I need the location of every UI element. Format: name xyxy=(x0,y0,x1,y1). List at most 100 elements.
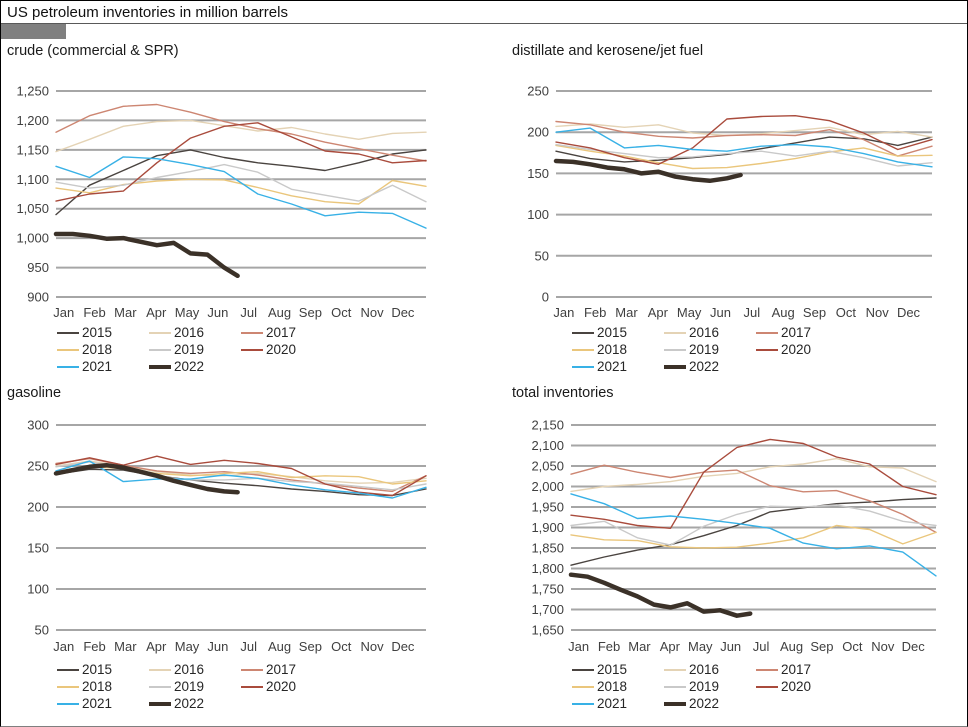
legend-label: 2019 xyxy=(689,679,720,694)
x-tick-label: Mar xyxy=(114,639,137,654)
series-line-2015 xyxy=(55,468,427,497)
series-line-2022 xyxy=(553,158,743,184)
series-line-2019 xyxy=(55,163,427,203)
y-tick-label: 300 xyxy=(27,418,49,433)
x-tick-label: Dec xyxy=(902,639,926,654)
x-tick-label: Dec xyxy=(391,305,415,320)
x-tick-label: Apr xyxy=(146,305,167,320)
x-tick-label: Aug xyxy=(268,305,291,320)
legend-item-2021: 2021 xyxy=(57,697,149,711)
x-tick-label: Mar xyxy=(114,305,137,320)
y-tick-label: 2,100 xyxy=(531,438,564,453)
legend-label: 2017 xyxy=(266,662,297,677)
chart-canvas-crude: 1,250 1,200 1,150 1,100 1,050 1,000 950 900 Jan F… xyxy=(16,84,427,320)
legend-item-2017: 2017 xyxy=(756,326,848,340)
series-line-2015 xyxy=(570,497,937,566)
legend-item-2018: 2018 xyxy=(57,680,149,694)
series-line-2020 xyxy=(55,455,427,497)
legend-swatch-2015 xyxy=(572,332,594,334)
legend-label: 2020 xyxy=(781,679,812,694)
y-tick-label: 1,000 xyxy=(16,231,49,246)
legend-item-2019: 2019 xyxy=(664,680,756,694)
legend-distillate: 2015 2016 2017 2018 2019 2020 2021 2022 xyxy=(572,326,848,374)
legend-item-2022: 2022 xyxy=(664,697,756,711)
series-line-2020 xyxy=(55,122,427,202)
y-tick-label: 1,650 xyxy=(531,623,564,638)
x-tick-label: Mar xyxy=(615,305,638,320)
legend-label: 2016 xyxy=(174,325,205,340)
legend-label: 2017 xyxy=(266,325,297,340)
y-tick-label: 1,050 xyxy=(16,201,49,216)
chart-canvas-distillate: 250 200 150 100 50 0 Jan Feb Mar Apr May Jun Jul Aug S… xyxy=(527,84,933,320)
legend-item-2020: 2020 xyxy=(756,680,848,694)
x-tick-label: Jul xyxy=(744,305,761,320)
legend-label: 2020 xyxy=(781,342,812,357)
legend-swatch-2019 xyxy=(149,349,171,351)
y-tick-label: 1,950 xyxy=(531,500,564,515)
x-tick-label: Oct xyxy=(842,639,863,654)
series-line-2018 xyxy=(555,144,933,170)
x-tick-label: Sep xyxy=(299,305,322,320)
legend-swatch-2015 xyxy=(57,332,79,334)
legend-swatch-2022 xyxy=(149,702,171,706)
y-tick-label: 1,900 xyxy=(531,520,564,535)
legend-total-inventories: 2015 2016 2017 2018 2019 2020 2021 2022 xyxy=(572,663,848,711)
legend-label: 2019 xyxy=(689,342,720,357)
series-line-2015 xyxy=(555,136,933,163)
x-tick-label: Jul xyxy=(240,639,257,654)
y-tick-label: 2,150 xyxy=(531,418,564,433)
y-tick-label: 1,850 xyxy=(531,541,564,556)
legend-label: 2015 xyxy=(597,325,628,340)
y-tick-label: 0 xyxy=(542,290,549,305)
y-tick-label: 150 xyxy=(527,166,549,181)
legend-swatch-2018 xyxy=(572,349,594,351)
legend-item-2022: 2022 xyxy=(149,697,241,711)
series-line-2019 xyxy=(570,504,937,546)
series-line-2017 xyxy=(555,120,933,157)
chart-title-gasoline: gasoline xyxy=(7,385,62,401)
series-line-2021 xyxy=(570,493,937,577)
legend-label: 2022 xyxy=(689,696,720,711)
legend-label: 2017 xyxy=(781,662,812,677)
x-tick-label: Sep xyxy=(299,639,322,654)
legend-swatch-2020 xyxy=(241,686,263,688)
series-line-2016 xyxy=(55,119,427,153)
chart-title-distillate: distillate and kerosene/jet fuel xyxy=(512,43,704,59)
legend-item-2019: 2019 xyxy=(664,343,756,357)
legend-label: 2021 xyxy=(597,359,628,374)
y-tick-label: 1,250 xyxy=(16,84,49,99)
legend-label: 2020 xyxy=(266,342,297,357)
chart-canvas-gasoline: 300 250 200 150 100 50 Jan Feb Mar Apr May Jun Jul Au… xyxy=(27,418,427,654)
legend-label: 2016 xyxy=(689,662,720,677)
legend-swatch-2017 xyxy=(241,669,263,671)
legend-item-2017: 2017 xyxy=(241,663,333,677)
chart-gasoline: gasoline 300 250 200 150 100 50 Jan Feb Mar Apr Ma… xyxy=(1,383,491,726)
legend-swatch-2021 xyxy=(57,366,79,368)
legend-label: 2022 xyxy=(174,696,205,711)
x-tick-label: Feb xyxy=(598,639,620,654)
legend-label: 2017 xyxy=(781,325,812,340)
legend-item-2021: 2021 xyxy=(572,360,664,374)
legend-item-2020: 2020 xyxy=(241,343,333,357)
series-line-2018 xyxy=(570,524,937,549)
legend-item-2019: 2019 xyxy=(149,680,241,694)
y-tick-label: 2,050 xyxy=(531,459,564,474)
legend-swatch-2021 xyxy=(572,366,594,368)
x-tick-label: Feb xyxy=(83,639,105,654)
x-tick-label: Dec xyxy=(391,639,415,654)
y-tick-label: 100 xyxy=(527,207,549,222)
y-tick-label: 200 xyxy=(527,125,549,140)
legend-label: 2022 xyxy=(174,359,205,374)
legend-label: 2015 xyxy=(82,325,113,340)
legend-label: 2021 xyxy=(82,359,113,374)
y-tick-label: 50 xyxy=(535,248,549,263)
series-line-2022 xyxy=(53,231,240,279)
chart-total-inventories: total inventories 2,150 2,100 2,050 2,000 1,… xyxy=(506,383,967,726)
legend-item-2021: 2021 xyxy=(572,697,664,711)
x-tick-label: Jan xyxy=(53,639,74,654)
y-tick-label: 1,200 xyxy=(16,113,49,128)
legend-swatch-2017 xyxy=(756,669,778,671)
legend-item-2017: 2017 xyxy=(756,663,848,677)
x-tick-label: Jul xyxy=(240,305,257,320)
legend-item-2018: 2018 xyxy=(572,680,664,694)
